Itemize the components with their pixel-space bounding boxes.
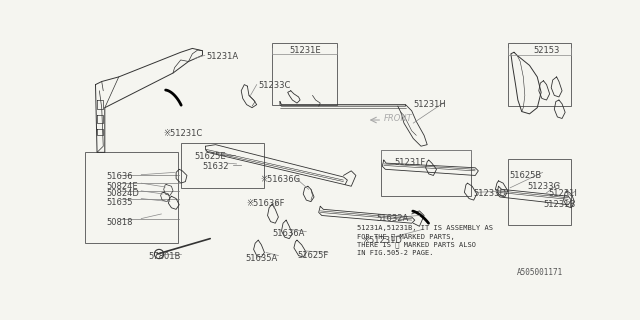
Text: 51233C: 51233C: [259, 81, 291, 90]
Bar: [85, 152, 179, 243]
Text: FOR THE ※ MARKED PARTS,: FOR THE ※ MARKED PARTS,: [358, 233, 455, 240]
Text: FRONT: FRONT: [384, 114, 413, 123]
Text: 51231H: 51231H: [413, 100, 446, 109]
Text: 51632A: 51632A: [376, 214, 408, 223]
Text: 51635A: 51635A: [245, 254, 277, 263]
Text: 51231A,51231B, IT IS ASSEMBLY AS: 51231A,51231B, IT IS ASSEMBLY AS: [358, 225, 493, 231]
Text: 51635: 51635: [106, 198, 133, 207]
Text: THERE IS ※ MARKED PARTS ALSO: THERE IS ※ MARKED PARTS ALSO: [358, 242, 476, 248]
Bar: [381, 150, 470, 196]
Text: A505001171: A505001171: [517, 268, 564, 277]
Text: 51233D: 51233D: [474, 189, 507, 198]
Bar: [508, 158, 571, 225]
Bar: [508, 43, 571, 106]
Text: 51625B: 51625B: [509, 171, 541, 180]
Text: 51636: 51636: [106, 172, 133, 181]
Text: 51231I: 51231I: [548, 189, 577, 198]
Text: 50818: 50818: [106, 218, 133, 227]
Text: 51231E: 51231E: [289, 46, 321, 55]
Text: 51231A: 51231A: [206, 52, 239, 61]
Bar: [180, 143, 264, 188]
Bar: [272, 43, 337, 105]
Text: ※51636G: ※51636G: [260, 175, 300, 184]
Text: ※51636F: ※51636F: [246, 198, 284, 208]
Text: 51231F: 51231F: [395, 158, 426, 167]
Text: ※51231C: ※51231C: [164, 129, 203, 138]
Text: 51636A: 51636A: [272, 229, 305, 238]
Text: 50824D: 50824D: [106, 189, 140, 198]
Text: 50824E: 50824E: [106, 182, 138, 191]
Text: 51625F: 51625F: [297, 251, 328, 260]
Text: 52153: 52153: [533, 46, 560, 55]
Text: ※51231D: ※51231D: [362, 236, 402, 244]
Text: 51233G: 51233G: [527, 182, 560, 191]
Text: 51632: 51632: [202, 162, 229, 171]
Text: 51625E: 51625E: [195, 152, 227, 161]
Text: 51231B: 51231B: [543, 200, 576, 209]
Text: IN FIG.505-2 PAGE.: IN FIG.505-2 PAGE.: [358, 250, 434, 256]
Text: 57801B: 57801B: [148, 252, 180, 261]
